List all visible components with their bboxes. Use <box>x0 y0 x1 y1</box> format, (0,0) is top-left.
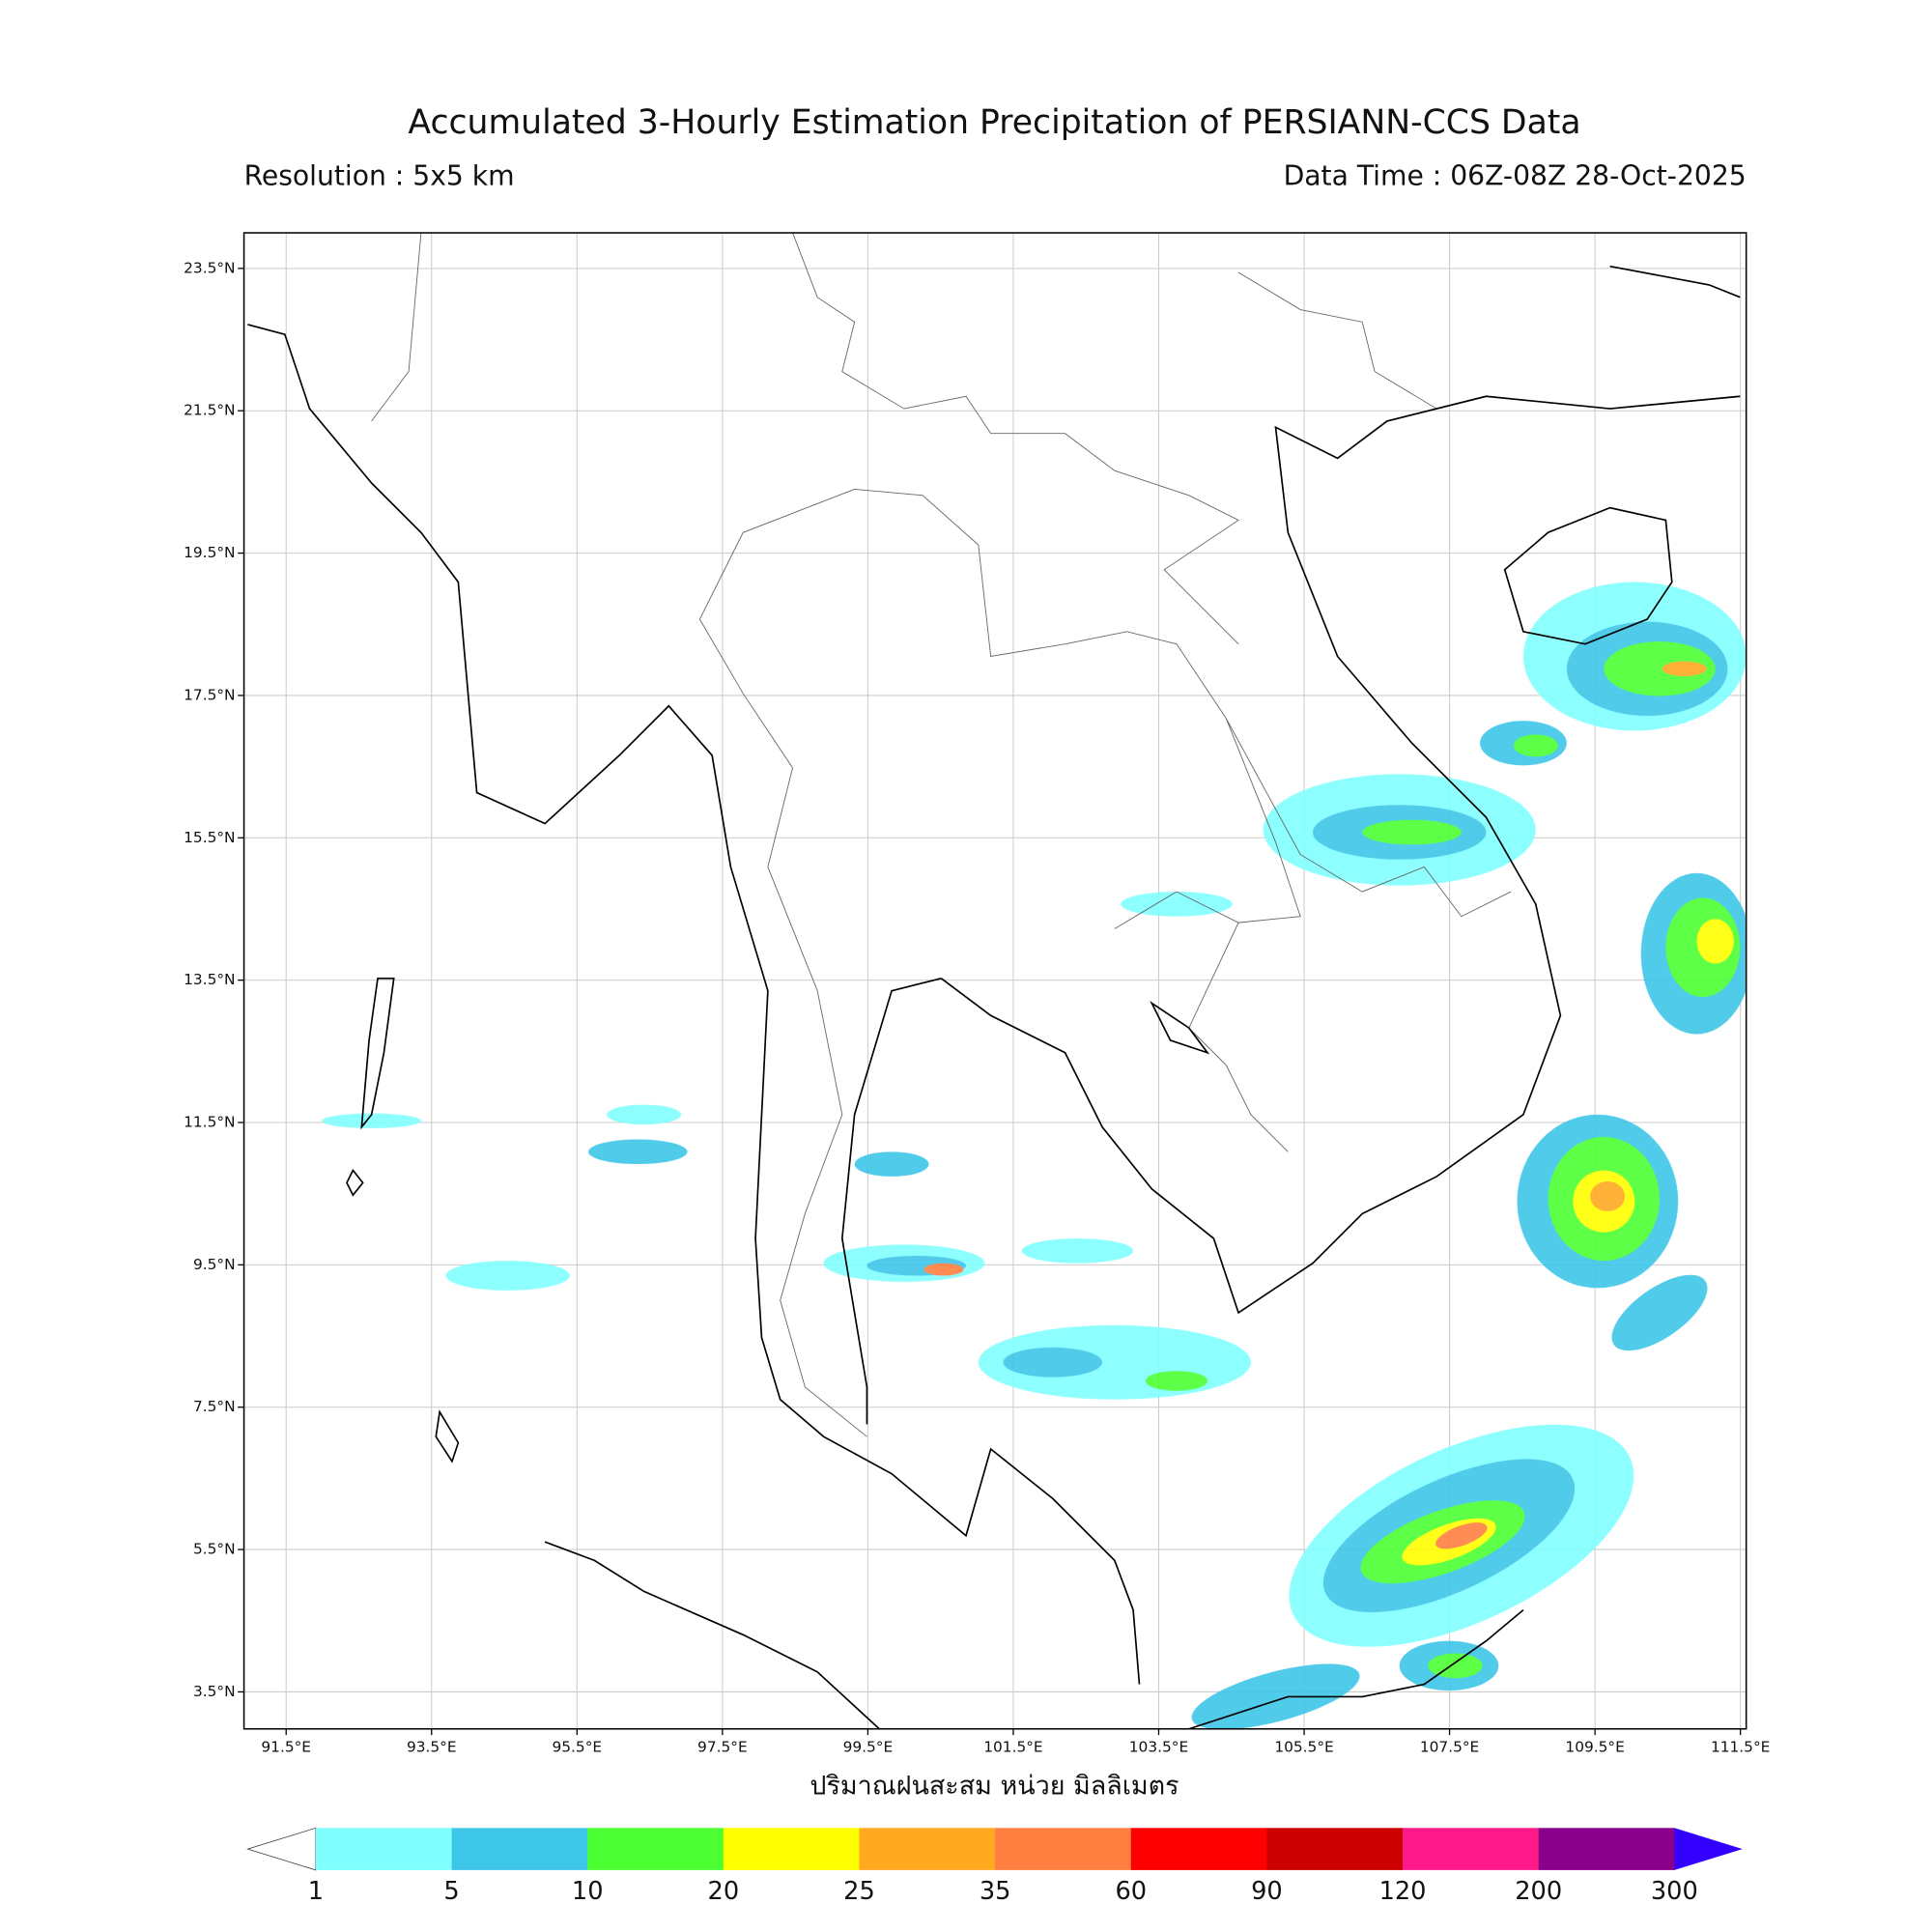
lat-tick-label: 3.5°N <box>193 1683 236 1700</box>
lon-tick-label: 95.5°E <box>552 1738 602 1755</box>
data-time: Data Time : 06Z-08Z 28-Oct-2025 <box>1284 159 1747 191</box>
colorbar: 1 5 10 20 25 35 60 90 120 200 300 <box>246 1827 1743 1906</box>
colorbar-tick-label: 120 <box>1379 1877 1427 1906</box>
colorbar-tick-label: 200 <box>1515 1877 1562 1906</box>
colorbar-over <box>1674 1828 1743 1870</box>
map-frame <box>242 232 1747 1730</box>
colorbar-segment <box>1130 1828 1268 1870</box>
colorbar-tick-label: 90 <box>1251 1877 1283 1906</box>
lat-tick-label: 19.5°N <box>184 544 235 561</box>
lat-tick-label: 15.5°N <box>184 829 235 846</box>
lon-tick-label: 97.5°E <box>697 1738 748 1755</box>
colorbar-segment <box>315 1828 453 1870</box>
colorbar-segment <box>1538 1828 1675 1870</box>
lat-tick-label: 21.5°N <box>184 402 235 419</box>
colorbar-tick-label: 10 <box>572 1877 604 1906</box>
lat-tick-label: 9.5°N <box>193 1256 236 1273</box>
colorbar-segment <box>995 1828 1132 1870</box>
colorbar-segment <box>1403 1828 1540 1870</box>
lat-tick-label: 7.5°N <box>193 1398 236 1415</box>
colorbar-tick-label: 35 <box>980 1877 1011 1906</box>
colorbar-segment <box>451 1828 588 1870</box>
lat-tick-label: 23.5°N <box>184 259 235 276</box>
lon-tick-label: 105.5°E <box>1274 1738 1333 1755</box>
colorbar-tick-label: 1 <box>308 1877 324 1906</box>
colorbar-segment <box>723 1828 861 1870</box>
lat-tick-label: 17.5°N <box>184 686 235 703</box>
colorbar-tick-label: 60 <box>1115 1877 1147 1906</box>
map-layer <box>247 233 1747 1729</box>
lat-tick-label: 11.5°N <box>184 1114 235 1131</box>
lon-tick-label: 111.5°E <box>1711 1738 1770 1755</box>
lon-tick-label: 109.5°E <box>1565 1738 1624 1755</box>
colorbar-segment <box>1266 1828 1404 1870</box>
grid <box>243 233 1747 1729</box>
colorbar-tick-label: 25 <box>843 1877 875 1906</box>
rain-field <box>322 582 1747 1729</box>
title: Accumulated 3-Hourly Estimation Precipit… <box>408 103 1580 142</box>
lat-tick-label: 5.5°N <box>193 1541 236 1558</box>
colorbar-tick-label: 20 <box>708 1877 740 1906</box>
colorbar-segment <box>859 1828 996 1870</box>
lon-tick-label: 103.5°E <box>1129 1738 1188 1755</box>
lon-tick-label: 107.5°E <box>1420 1738 1479 1755</box>
resolution: Resolution : 5x5 km <box>244 159 515 191</box>
lon-tick-label: 99.5°E <box>843 1738 894 1755</box>
lat-tick-label: 13.5°N <box>184 971 235 988</box>
lon-tick-label: 93.5°E <box>407 1738 457 1755</box>
lon-tick-label: 91.5°E <box>261 1738 311 1755</box>
colorbar-tick-label: 300 <box>1651 1877 1698 1906</box>
colorbar-label: ปริมาณฝนสะสม หน่วย มิลลิเมตร <box>810 1772 1179 1802</box>
lon-tick-label: 101.5°E <box>983 1738 1042 1755</box>
colorbar-segment <box>587 1828 724 1870</box>
colorbar-tick-label: 5 <box>443 1877 459 1906</box>
colorbar-under <box>246 1827 317 1871</box>
